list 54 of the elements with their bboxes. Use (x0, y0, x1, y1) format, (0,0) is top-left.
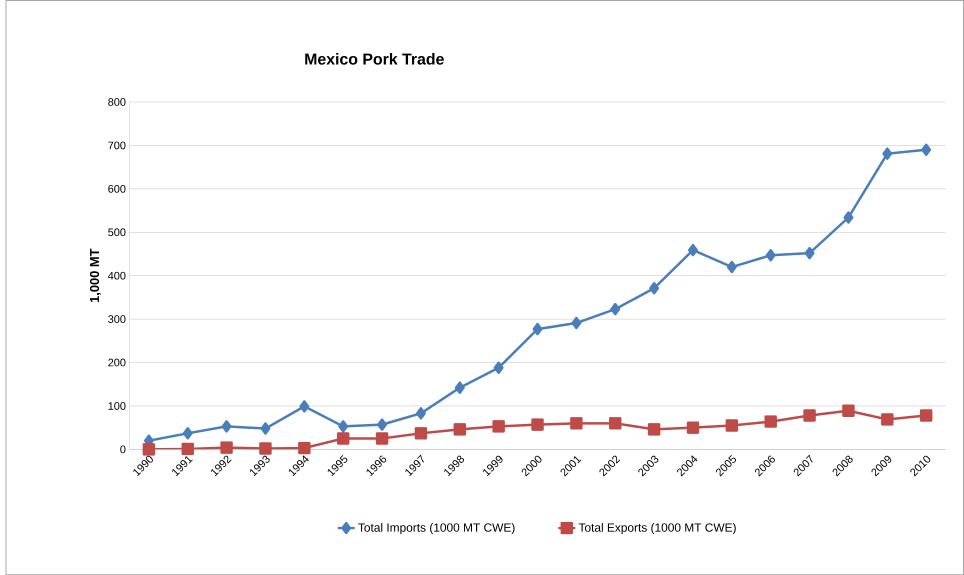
point (570, 416, 583, 430)
point (726, 260, 737, 274)
point (843, 211, 854, 224)
point (454, 381, 465, 394)
point (571, 316, 582, 330)
point (804, 246, 815, 260)
point (649, 282, 660, 294)
point (182, 426, 193, 440)
point (222, 420, 232, 432)
y-tick-label: 500 (108, 228, 126, 236)
point (842, 404, 855, 417)
point (532, 322, 542, 336)
point (260, 422, 270, 435)
legend-label: Total Exports (1000 MT CWE) (578, 522, 736, 534)
point (686, 421, 700, 434)
point (454, 423, 466, 436)
point (414, 426, 428, 440)
y-tick-label: 200 (108, 358, 126, 366)
point (376, 432, 388, 445)
point (610, 302, 620, 316)
point (648, 423, 660, 436)
point (531, 418, 544, 431)
point (921, 143, 932, 156)
point (688, 244, 698, 256)
point (492, 420, 505, 432)
y-tick-label: 0 (120, 445, 126, 454)
point (766, 248, 776, 262)
point (377, 418, 388, 431)
point (142, 443, 156, 456)
y-tick-label: 600 (108, 184, 126, 193)
point (259, 442, 272, 455)
point (881, 413, 894, 426)
point (298, 442, 311, 454)
point (726, 419, 738, 432)
y-tick-label: 700 (108, 141, 126, 150)
y-axis-title: 1,000 MT (90, 248, 101, 302)
point (336, 432, 350, 445)
legend-label: Total Imports (1000 MT CWE) (358, 522, 515, 534)
point (182, 442, 194, 456)
y-tick-label: 100 (108, 402, 126, 410)
y-tick-label: 300 (108, 315, 126, 323)
point (416, 406, 426, 420)
point (609, 416, 622, 430)
chart-title: Mexico Pork Trade (305, 52, 444, 65)
point (882, 147, 892, 160)
point (920, 409, 932, 422)
point (494, 361, 504, 374)
point (220, 441, 233, 454)
point (299, 400, 310, 412)
point (338, 420, 348, 432)
point (764, 415, 777, 428)
y-tick-label: 800 (108, 98, 126, 106)
point (803, 409, 816, 422)
y-tick-label: 400 (108, 272, 126, 280)
